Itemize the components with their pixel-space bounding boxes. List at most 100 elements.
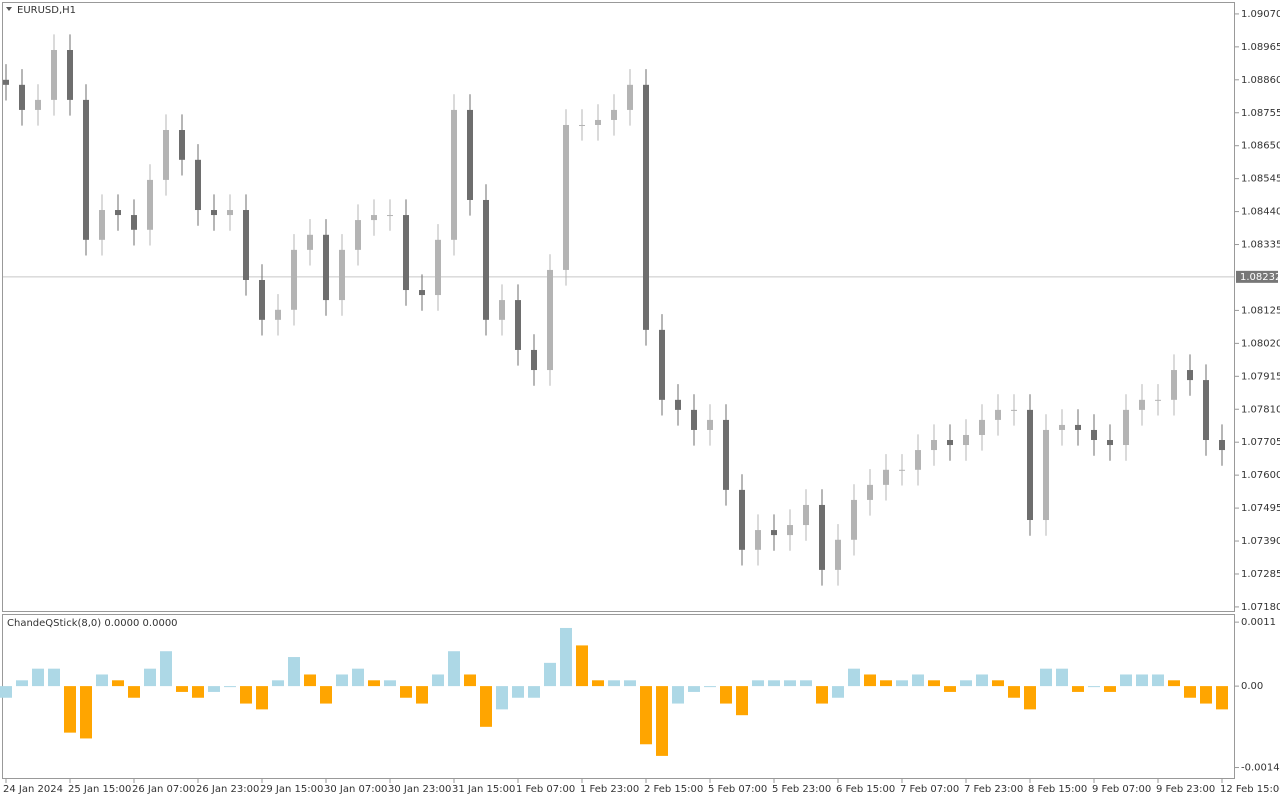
candle-body <box>163 130 169 180</box>
histogram-bar <box>896 680 908 687</box>
candle-body <box>499 300 505 320</box>
candle-body <box>547 269 553 371</box>
histogram-bar <box>1072 686 1084 692</box>
candle-body <box>1123 409 1129 446</box>
histogram-bar <box>1104 686 1116 692</box>
histogram-bar <box>1008 686 1020 698</box>
histogram-bar <box>368 680 380 687</box>
histogram-bar <box>912 674 924 687</box>
indicator-panel <box>2 614 1235 779</box>
candle-body <box>1059 424 1065 430</box>
candle-body <box>307 234 313 250</box>
candle-body <box>259 279 265 320</box>
candle-body <box>1203 380 1209 441</box>
y-tick-label: 1.09070 <box>1241 9 1280 20</box>
x-tick-label: 2 Feb 15:00 <box>644 784 703 795</box>
histogram-bar <box>336 674 348 687</box>
histogram-bar <box>208 686 220 692</box>
candle-body <box>819 504 825 570</box>
histogram-bar <box>1056 668 1068 687</box>
candle-body <box>771 530 777 536</box>
candle-body <box>19 84 25 110</box>
x-tick-label: 1 Feb 07:00 <box>516 784 575 795</box>
candle-body <box>627 84 633 110</box>
histogram-bar <box>832 686 844 698</box>
histogram-bar <box>704 686 716 688</box>
candle-body <box>915 450 921 470</box>
histogram-bar <box>448 651 460 687</box>
y-tick-label: 1.08020 <box>1241 338 1280 349</box>
candle-body <box>1107 440 1113 446</box>
candle-body <box>899 469 905 471</box>
candle-body <box>883 469 889 485</box>
histogram-bar <box>768 680 780 687</box>
candle-body <box>1011 409 1017 411</box>
histogram-bar <box>224 686 236 688</box>
histogram-bar <box>16 680 28 687</box>
candle-body <box>227 210 233 216</box>
y-tick-label: 0.00 <box>1241 681 1263 692</box>
candle-body <box>515 300 521 350</box>
candle-body <box>931 440 937 451</box>
candle-body <box>51 50 57 100</box>
x-tick-label: 5 Feb 07:00 <box>708 784 767 795</box>
candle-body <box>403 215 409 291</box>
candle-body <box>131 215 137 230</box>
histogram-bar <box>848 668 860 687</box>
histogram-bar <box>784 680 796 687</box>
candle-body <box>387 215 393 217</box>
histogram-bar <box>928 680 940 687</box>
candle-body <box>371 215 377 221</box>
x-tick-label: 7 Feb 23:00 <box>964 784 1023 795</box>
histogram-bar <box>1168 680 1180 687</box>
candle-body <box>435 239 441 296</box>
candle-body <box>211 210 217 216</box>
histogram-bar <box>976 674 988 687</box>
y-tick-label: 1.07390 <box>1241 536 1280 547</box>
candle-body <box>1187 370 1193 381</box>
y-tick-label: 1.08125 <box>1241 305 1280 316</box>
price-label: 1.08232 <box>1240 272 1280 283</box>
candle-body <box>835 539 841 570</box>
candle-body <box>323 234 329 301</box>
price-label-box <box>1236 270 1278 283</box>
histogram-bar <box>144 668 156 687</box>
histogram-bar <box>1184 686 1196 698</box>
candle-body <box>243 210 249 280</box>
y-tick-label: 1.07600 <box>1241 470 1280 481</box>
candle-body <box>611 109 617 120</box>
histogram-bar <box>192 686 204 698</box>
histogram-bar <box>0 686 12 698</box>
candle-body <box>995 409 1001 420</box>
candle-body <box>803 504 809 526</box>
indicator-title: ChandeQStick(8,0) 0.0000 0.0000 <box>7 618 178 629</box>
x-tick-label: 12 Feb 15:00 <box>1220 784 1280 795</box>
candle-body <box>67 50 73 100</box>
chart-title: EURUSD,H1 <box>17 5 76 16</box>
candle-body <box>1171 370 1177 400</box>
x-tick-label: 30 Jan 07:00 <box>324 784 387 795</box>
histogram-bar <box>176 686 188 692</box>
histogram-bar <box>944 686 956 692</box>
x-tick-label: 25 Jan 15:00 <box>68 784 131 795</box>
histogram-bar <box>736 686 748 716</box>
candle-body <box>851 499 857 540</box>
candle-body <box>755 530 761 550</box>
candle-body <box>147 179 153 230</box>
histogram-bar <box>288 657 300 687</box>
menu-arrow[interactable] <box>6 7 12 11</box>
histogram-bar <box>432 674 444 687</box>
x-tick-label: 24 Jan 2024 <box>3 784 63 795</box>
y-tick-label: 0.0011 <box>1241 617 1276 628</box>
candle-body <box>643 84 649 330</box>
y-tick-label: 1.07705 <box>1241 437 1280 448</box>
y-tick-label: 1.07810 <box>1241 404 1280 415</box>
histogram-bar <box>128 686 140 698</box>
candle-body <box>1219 440 1225 451</box>
histogram-bar <box>272 680 284 687</box>
histogram-bar <box>160 651 172 687</box>
histogram-bar <box>80 686 92 739</box>
histogram-bar <box>608 680 620 687</box>
histogram-bar <box>416 686 428 704</box>
